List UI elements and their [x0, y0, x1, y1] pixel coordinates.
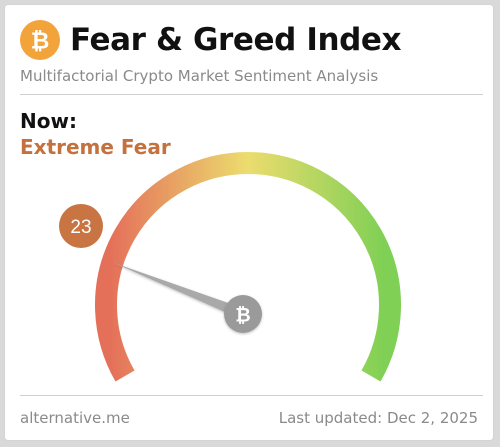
value-badge: 23 [59, 204, 103, 248]
now-label: Now: [20, 109, 77, 133]
footer-divider [20, 395, 483, 396]
header-divider [20, 94, 483, 95]
gauge-needle [112, 262, 245, 320]
gauge-arc [95, 152, 401, 382]
last-updated: Last updated: Dec 2, 2025 [278, 409, 478, 427]
value-badge-text: 23 [70, 217, 91, 238]
page-title: Fear & Greed Index [70, 22, 402, 58]
svg-text:₿: ₿ [31, 29, 50, 55]
bitcoin-icon: ₿ [20, 20, 60, 60]
sentiment-classification: Extreme Fear [20, 135, 171, 159]
sentiment-gauge: ₿ 23 [59, 152, 401, 382]
bitcoin-icon: ₿ [235, 305, 250, 327]
fear-greed-card: ₿ Fear & Greed Index Multifactorial Cryp… [4, 4, 494, 441]
page-subtitle: Multifactorial Crypto Market Sentiment A… [20, 67, 379, 85]
source-link[interactable]: alternative.me [20, 409, 130, 427]
gauge-hub: ₿ [224, 295, 262, 333]
